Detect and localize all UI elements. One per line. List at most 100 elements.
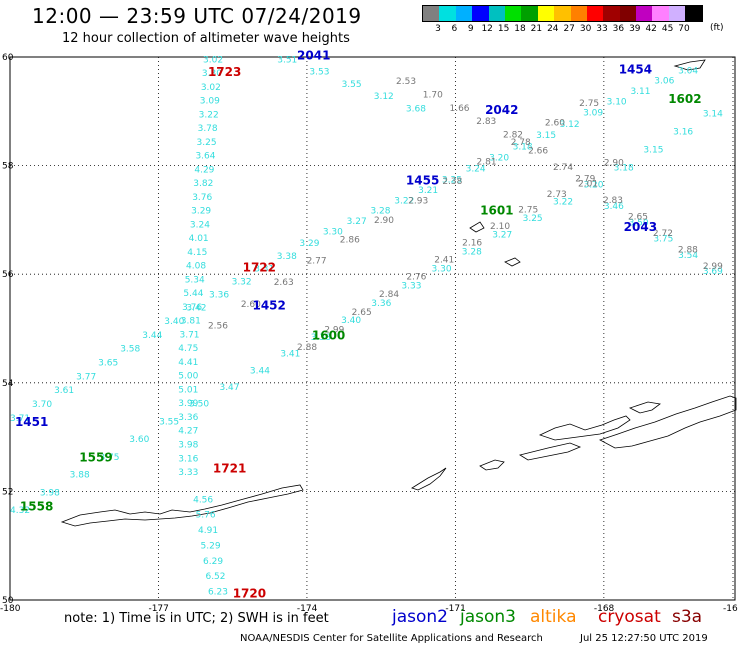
legend-label: 30 [579,24,592,34]
lon-label: -174 [297,604,318,614]
wave-height-value: 3.98 [40,488,60,498]
map-title: 12:00 — 23:59 UTC 07/24/2019 [32,4,362,28]
legend-label: 18 [514,24,526,34]
wave-height-value: 3.29 [191,207,211,217]
wave-height-value: 2.79 [575,174,595,184]
color-legend: 3 6 9 12 15 18 21 24 27 30 33 36 39 42 45 70 (ft) [422,5,724,34]
sat-label-cryosat: cryosat [598,607,661,627]
pass-label: 1722 [243,260,276,274]
wave-height-value: 3.09 [583,109,603,119]
sat-label-s3a: s3a [672,607,703,627]
wave-height-value: 3.06 [654,77,674,87]
wave-height-value: 3.16 [178,454,198,464]
pass-label: 1455 [406,174,439,188]
pass-label: 1602 [668,92,701,106]
pass-label: 2043 [624,220,657,234]
wave-height-value: 2.77 [307,257,327,267]
legend-label: 33 [596,24,608,34]
wave-height-value: 3.27 [492,231,512,241]
wave-height-value: 3.30 [432,265,452,275]
sat-label-altika: altika [530,607,577,627]
wave-height-value: 5.01 [178,385,198,395]
wave-height-value: 3.04 [678,66,698,76]
wave-height-value: 3.46 [604,202,624,212]
coastline [479,459,505,471]
map-subtitle: 12 hour collection of altimeter wave hei… [62,31,350,46]
wave-height-value: 3.65 [98,359,118,369]
wave-height-value: 3.81 [181,317,201,327]
wave-height-value: 2.78 [511,138,531,148]
wave-height-value: 3.38 [277,252,297,262]
legend-swatch [537,6,555,21]
wave-height-value: 3.20 [583,181,603,191]
wave-height-value: 3.12 [560,120,580,130]
pass-label: 1723 [208,65,241,79]
wave-height-value: 6.29 [203,557,223,567]
wave-height-value: 3.75 [99,453,119,463]
wave-height-value: 2.99 [703,262,723,272]
pass-label: 2041 [297,49,330,63]
wave-height-value: 3.24 [466,165,486,175]
lat-label: 52 [2,487,13,497]
pass-label: 1720 [233,586,266,600]
wave-height-value: 4.75 [178,344,198,354]
wave-height-value: 3.22 [394,196,414,206]
wave-height-value: 4.32 [10,506,30,516]
coastline [60,484,304,527]
legend-swatch [668,6,686,21]
coastline [598,395,737,449]
wave-height-value: 2.01 [578,180,598,190]
legend-label: 45 [661,24,674,34]
pass-label: 1558 [20,499,53,513]
wave-height-value: 3.64 [195,152,215,162]
wave-height-value: 5.44 [183,289,203,299]
wave-height-value: 3.88 [70,471,90,481]
pass-label: 2042 [485,103,518,117]
lon-label: -180 [0,604,21,614]
wave-height-value: 2.88 [297,343,317,353]
wave-height-value: 3.02 [201,83,221,93]
lat-label: 60 [2,53,14,63]
wave-height-value: 3.78 [198,124,218,134]
wave-height-value: 2.83 [603,196,623,206]
pass-label: 1721 [213,461,246,475]
wave-height-value: 5.76 [196,511,216,521]
wave-height-value: 3.99 [178,399,198,409]
wave-height-value: 4.91 [198,526,218,536]
wave-height-value: 3.30 [202,69,222,79]
legend-swatch [504,6,522,21]
wave-height-value: 2.53 [396,77,416,87]
wave-height-value: 3.33 [401,282,421,292]
wave-height-value: 3.76 [182,303,202,313]
wave-height-value: 3.15 [536,131,556,141]
wave-height-value: 3.14 [703,110,723,120]
pass-label: 1559 [79,451,112,465]
legend-swatch [570,6,587,21]
wave-height-value: 3.77 [76,372,96,382]
wave-height-value: 4.15 [187,248,207,258]
wave-height-value: 2.74 [553,163,573,173]
wave-height-value: 3.71 [179,330,199,340]
wave-height-value: 5.00 [178,372,198,382]
wave-height-value: 2.75 [518,206,538,216]
wave-height-value: 1.66 [449,104,469,114]
wave-height-value: 5.34 [185,275,205,285]
legend-labels: 3 6 9 12 15 18 21 24 27 30 33 36 39 42 45 70 [422,22,703,34]
wave-height-value: 3.32 [232,278,252,288]
wave-height-value: 3.28 [462,247,482,257]
legend-swatch [619,6,637,21]
wave-height-value: 3.71 [10,414,30,424]
wave-height-value: 4.08 [186,262,206,272]
legend-label: 42 [645,24,657,34]
lat-label: 50 [2,596,14,606]
wave-height-value: 3.76 [192,193,212,203]
wave-height-value: 3.22 [199,110,219,120]
wave-height-value: 2.65 [628,212,648,222]
wave-height-value: 3.25 [523,214,543,224]
legend-label: 36 [612,24,625,34]
coastline [411,467,447,491]
wave-height-value: 2.93 [408,196,428,206]
wave-height-value: 6.52 [205,572,225,582]
wave-height-value: 3.27 [347,217,367,227]
wave-height-value: 3.69 [703,267,723,277]
